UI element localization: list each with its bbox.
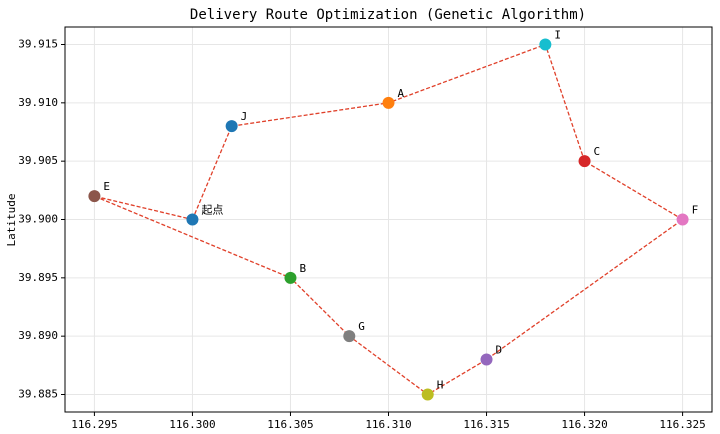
x-tick-label: 116.305	[267, 418, 313, 431]
y-tick-label: 39.900	[18, 213, 58, 226]
y-tick-label: 39.890	[18, 329, 58, 342]
stop-point	[88, 190, 101, 203]
y-tick-label: 39.885	[18, 388, 58, 401]
stop-point	[480, 353, 493, 366]
y-axis-label: Latitude	[5, 194, 18, 247]
stop-label: F	[692, 204, 699, 217]
x-tick-label: 116.320	[561, 418, 607, 431]
y-tick-label: 39.915	[18, 38, 58, 51]
stop-label: C	[594, 145, 601, 158]
stop-label: B	[299, 262, 306, 275]
route-line	[94, 43, 684, 396]
y-tick-label: 39.895	[18, 271, 58, 284]
stop-label: D	[496, 344, 503, 357]
x-tick-label: 116.300	[169, 418, 215, 431]
stop-point	[578, 155, 591, 168]
stop-point	[382, 96, 395, 109]
chart-title: Delivery Route Optimization (Genetic Alg…	[190, 7, 586, 23]
x-tick-label: 116.325	[659, 418, 705, 431]
stop-label: H	[437, 379, 444, 392]
stop-point	[284, 271, 297, 284]
x-tick-label: 116.295	[71, 418, 117, 431]
stop-point	[676, 213, 689, 226]
stop-point	[186, 213, 199, 226]
plot-frame	[64, 26, 713, 413]
stop-point	[225, 120, 238, 133]
stop-label: 起点	[201, 204, 223, 217]
x-tick-label: 116.310	[365, 418, 411, 431]
stop-label: I	[554, 29, 561, 42]
y-tick-label: 39.905	[18, 154, 58, 167]
stop-label: A	[398, 87, 405, 100]
stop-point	[343, 330, 356, 343]
y-tick-label: 39.910	[18, 96, 58, 109]
stop-label: G	[358, 320, 365, 333]
stop-point	[421, 388, 434, 401]
x-tick-label: 116.315	[463, 418, 509, 431]
stop-label: J	[241, 110, 248, 123]
stop-label: E	[103, 180, 110, 193]
stop-point	[539, 38, 552, 51]
